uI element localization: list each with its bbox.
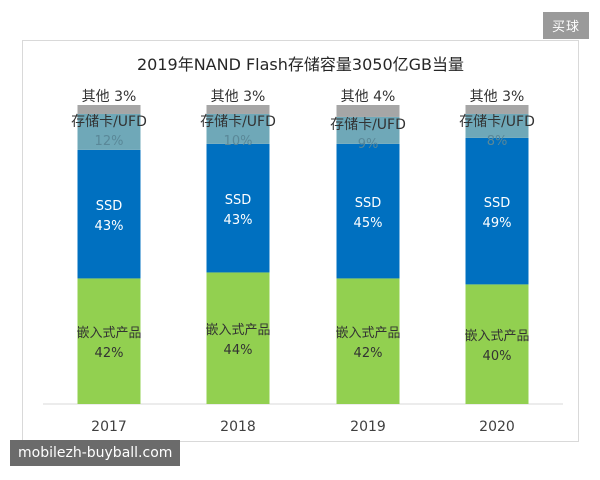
bar-ssd-2018 (206, 143, 270, 273)
stacked-bar-plot: 嵌入式产品 42% SSD 43% 存储卡/UFD 12% 其他 3% 2017 嵌入式产品 44… (43, 89, 563, 435)
bar-embedded-2017 (77, 278, 141, 404)
data-label-name-embedded-2020: 嵌入式产品 (464, 329, 529, 344)
data-label-value-embedded-2019: 42% (354, 346, 383, 361)
bar-ssd-2020 (465, 137, 529, 285)
chart-title: 2019年NAND Flash存储容量3050亿GB当量 (136, 55, 465, 74)
bar-other-2019 (336, 105, 400, 117)
buy-ball-badge[interactable]: 买球 (542, 12, 589, 39)
data-label-name-embedded-2017: 嵌入式产品 (76, 326, 141, 341)
data-label-name-storage-card-ufd-2019: 存储卡/UFD (330, 117, 406, 133)
x-tick-label-2017: 2017 (91, 419, 127, 435)
data-label-value-storage-card-ufd-2018: 10% (224, 134, 253, 149)
data-label-other-2020: 其他 3% (470, 89, 525, 105)
data-label-value-ssd-2019: 45% (354, 216, 383, 231)
bar-embedded-2018 (206, 272, 270, 404)
data-label-name-ssd-2018: SSD (225, 193, 252, 208)
bar-storage-card-ufd-2017 (77, 113, 141, 150)
bar-storage-card-ufd-2019 (336, 116, 400, 144)
bar-embedded-2019 (336, 278, 400, 404)
chart-frame: 2019年NAND Flash存储容量3050亿GB当量 嵌入式产品 42% SSD… (22, 40, 579, 442)
x-tick-label-2018: 2018 (220, 419, 256, 435)
x-tick-label-2019: 2019 (350, 419, 386, 435)
watermark: mobilezh-buyball.com (10, 440, 181, 466)
bar-storage-card-ufd-2020 (465, 113, 529, 138)
data-label-value-storage-card-ufd-2019: 9% (358, 137, 379, 152)
bar-other-2018 (206, 105, 270, 114)
data-label-name-embedded-2019: 嵌入式产品 (335, 326, 400, 341)
data-label-name-ssd-2017: SSD (96, 199, 123, 214)
data-label-name-ssd-2020: SSD (484, 196, 511, 211)
data-label-name-storage-card-ufd-2020: 存储卡/UFD (459, 114, 535, 130)
data-label-value-ssd-2018: 43% (224, 213, 253, 228)
data-label-value-embedded-2017: 42% (95, 346, 124, 361)
bar-embedded-2020 (465, 284, 529, 404)
bar-ssd-2019 (336, 143, 400, 279)
x-tick-label-2020: 2020 (479, 419, 515, 435)
data-label-name-embedded-2018: 嵌入式产品 (205, 323, 270, 338)
data-label-other-2018: 其他 3% (211, 89, 266, 105)
data-label-other-2019: 其他 4% (341, 89, 396, 105)
data-label-name-storage-card-ufd-2018: 存储卡/UFD (200, 114, 276, 130)
data-label-other-2017: 其他 3% (82, 89, 137, 105)
data-label-value-storage-card-ufd-2020: 8% (487, 134, 508, 149)
data-label-value-ssd-2017: 43% (95, 219, 124, 234)
data-label-value-storage-card-ufd-2017: 12% (95, 134, 124, 149)
data-label-name-storage-card-ufd-2017: 存储卡/UFD (71, 114, 147, 130)
bar-other-2020 (465, 105, 529, 114)
data-label-value-ssd-2020: 49% (483, 216, 512, 231)
data-label-name-ssd-2019: SSD (355, 196, 382, 211)
data-label-value-embedded-2020: 40% (483, 349, 512, 364)
bar-storage-card-ufd-2018 (206, 113, 270, 144)
data-label-value-embedded-2018: 44% (224, 343, 253, 358)
bar-ssd-2017 (77, 149, 141, 279)
bar-other-2017 (77, 105, 141, 114)
